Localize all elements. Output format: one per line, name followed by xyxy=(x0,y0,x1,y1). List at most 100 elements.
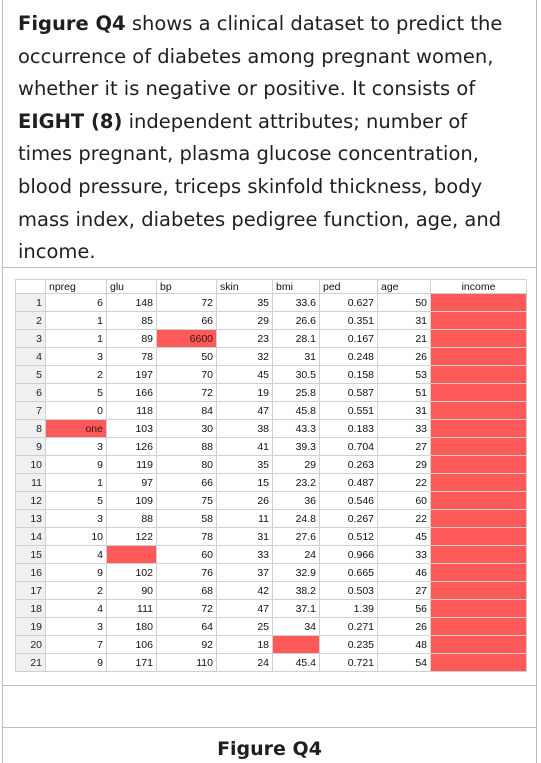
cell-npreg: 5 xyxy=(45,383,107,402)
table-row: 4 3 78 50 32 31 0.248 26 xyxy=(15,347,527,366)
cell-bmi: 45.8 xyxy=(272,401,320,420)
row-number: 19 xyxy=(15,617,46,636)
table-row: 19 3 180 64 25 34 0.271 26 xyxy=(15,617,527,636)
row-number: 16 xyxy=(15,563,46,582)
cell-npreg: 9 xyxy=(45,653,107,672)
cell-bmi: 23.2 xyxy=(272,473,320,492)
cell-ped: 0.966 xyxy=(319,545,378,564)
row-number: 13 xyxy=(15,509,46,528)
table-row: 15 4 60 33 24 0.966 33 xyxy=(15,545,527,564)
cell-age: 51 xyxy=(377,383,431,402)
cell-npreg: 2 xyxy=(45,581,107,600)
cell-bp: 92 xyxy=(156,635,217,654)
cell-age: 27 xyxy=(377,581,431,600)
cell-bmi: 30.5 xyxy=(272,365,320,384)
cell-npreg: 2 xyxy=(45,365,107,384)
cell-skin: 23 xyxy=(216,329,273,348)
cell-age: 22 xyxy=(377,509,431,528)
cell-bp: 88 xyxy=(156,437,217,456)
table-row: 16 9 102 76 37 32.9 0.665 46 xyxy=(15,563,527,582)
cell-age: 27 xyxy=(377,437,431,456)
cell-skin: 18 xyxy=(216,635,273,654)
cell-income xyxy=(430,617,527,636)
cell-age: 50 xyxy=(377,293,431,312)
table-row: 1 6 148 72 35 33.6 0.627 50 xyxy=(15,293,527,312)
cell-glu: 111 xyxy=(106,599,157,618)
table-row: 13 3 88 58 11 24.8 0.267 22 xyxy=(15,509,527,528)
cell-bp: 58 xyxy=(156,509,217,528)
cell-bp: 50 xyxy=(156,347,217,366)
cell-income xyxy=(430,455,527,474)
cell-glu: 126 xyxy=(106,437,157,456)
row-number: 15 xyxy=(15,545,46,564)
header-row: npreg glu bp skin bmi ped age income xyxy=(15,279,527,294)
cell-income xyxy=(430,329,527,348)
cell-glu: 88 xyxy=(106,509,157,528)
cell-skin: 38 xyxy=(216,419,273,438)
cell-bmi xyxy=(272,635,320,654)
question-text-part2: independent attributes; number of times … xyxy=(18,109,502,264)
column-header: glu xyxy=(106,279,157,294)
row-number: 9 xyxy=(15,437,46,456)
cell-glu: 78 xyxy=(106,347,157,366)
cell-skin: 35 xyxy=(216,293,273,312)
cell-glu: 102 xyxy=(106,563,157,582)
table-row: 3 1 89 6600 23 28.1 0.167 21 xyxy=(15,329,527,348)
table-row: 11 1 97 66 15 23.2 0.487 22 xyxy=(15,473,527,492)
cell-bp: 68 xyxy=(156,581,217,600)
cell-ped: 0.551 xyxy=(319,401,378,420)
cell-npreg: one xyxy=(45,419,107,438)
cell-ped: 0.351 xyxy=(319,311,378,330)
cell-ped: 0.248 xyxy=(319,347,378,366)
cell-bmi: 27.6 xyxy=(272,527,320,546)
cell-ped: 0.263 xyxy=(319,455,378,474)
cell-npreg: 10 xyxy=(45,527,107,546)
cell-ped: 0.546 xyxy=(319,491,378,510)
cell-age: 33 xyxy=(377,545,431,564)
cell-bmi: 24 xyxy=(272,545,320,564)
cell-ped: 0.587 xyxy=(319,383,378,402)
cell-glu: 85 xyxy=(106,311,157,330)
column-header: bmi xyxy=(272,279,320,294)
row-number: 8 xyxy=(15,419,46,438)
cell-ped: 0.512 xyxy=(319,527,378,546)
cell-income xyxy=(430,293,527,312)
row-number: 5 xyxy=(15,365,46,384)
cell-ped: 0.721 xyxy=(319,653,378,672)
cell-bmi: 43.3 xyxy=(272,419,320,438)
cell-age: 60 xyxy=(377,491,431,510)
cell-bmi: 36 xyxy=(272,491,320,510)
cell-income xyxy=(430,599,527,618)
cell-ped: 0.267 xyxy=(319,509,378,528)
question-text-part1: shows a clinical dataset to predict the … xyxy=(18,12,503,101)
cell-npreg: 3 xyxy=(45,347,107,366)
cell-ped: 0.167 xyxy=(319,329,378,348)
cell-npreg: 1 xyxy=(45,473,107,492)
blank-row xyxy=(2,686,537,728)
cell-income xyxy=(430,491,527,510)
cell-npreg: 1 xyxy=(45,311,107,330)
question-text: Figure Q4 shows a clinical dataset to pr… xyxy=(2,0,537,268)
row-number: 6 xyxy=(15,383,46,402)
cell-bmi: 37.1 xyxy=(272,599,320,618)
cell-skin: 45 xyxy=(216,365,273,384)
cell-ped: 0.183 xyxy=(319,419,378,438)
cell-bp: 84 xyxy=(156,401,217,420)
cell-skin: 32 xyxy=(216,347,273,366)
table-row: 14 10 122 78 31 27.6 0.512 45 xyxy=(15,527,527,546)
cell-glu: 103 xyxy=(106,419,157,438)
cell-skin: 33 xyxy=(216,545,273,564)
cell-income xyxy=(430,473,527,492)
cell-income xyxy=(430,563,527,582)
cell-age: 31 xyxy=(377,401,431,420)
cell-npreg: 3 xyxy=(45,437,107,456)
cell-skin: 31 xyxy=(216,527,273,546)
cell-ped: 1.39 xyxy=(319,599,378,618)
cell-age: 21 xyxy=(377,329,431,348)
cell-bp: 66 xyxy=(156,473,217,492)
cell-glu: 166 xyxy=(106,383,157,402)
cell-age: 33 xyxy=(377,419,431,438)
cell-skin: 37 xyxy=(216,563,273,582)
cell-skin: 35 xyxy=(216,455,273,474)
